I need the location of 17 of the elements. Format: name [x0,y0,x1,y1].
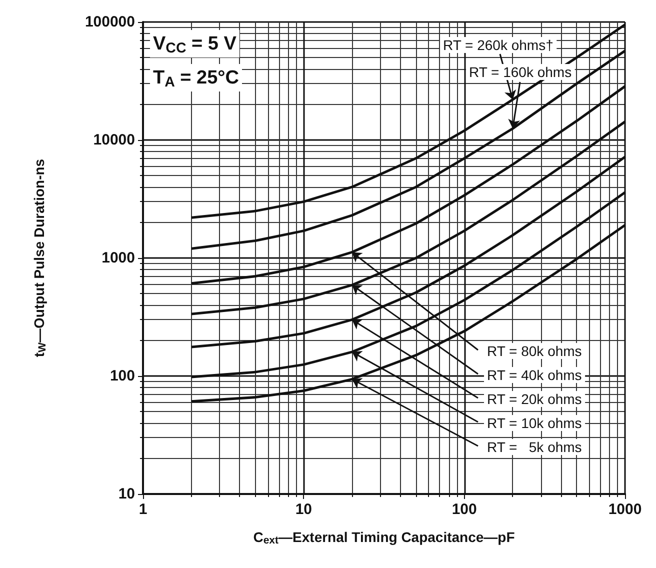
text: RT = 80k ohms [487,343,582,359]
text: RT = 5k ohms [487,439,582,455]
y-tick-label: 10000 [93,132,135,148]
x-tick-label: 1 [138,501,148,518]
x-tick-label: 10 [295,501,312,518]
y-tick-label: 100000 [84,14,135,30]
x-tick-label: 1000 [608,501,642,518]
series-label: RT = 160k ohms [469,64,572,80]
y-tick-label: 1000 [102,250,135,266]
y-axis-title: tW—Output Pulse Duration-ns [31,158,48,358]
series-label: RT = 260k ohms† [443,37,554,53]
text: RT = 40k ohms [487,367,582,383]
x-tick-label: 100 [452,501,477,518]
y-tick-label: 10 [118,486,135,502]
y-tick-label: 100 [110,368,135,384]
text: RT = 20k ohms [487,391,582,407]
text: RT = 10k ohms [487,415,582,431]
